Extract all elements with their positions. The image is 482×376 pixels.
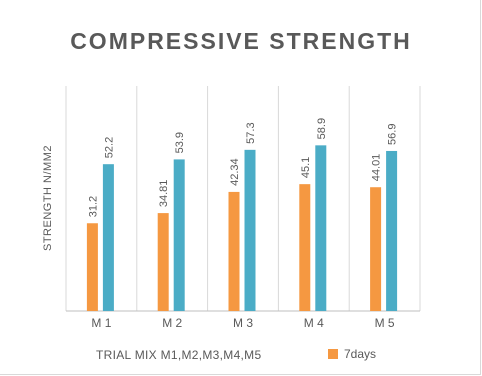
x-tick-label: M 1 [91, 316, 111, 330]
bar-series2 [315, 145, 327, 311]
data-label: 53.9 [174, 132, 186, 153]
data-label: 57.3 [245, 122, 257, 143]
x-tick-label: M 3 [233, 316, 253, 330]
legend-label-7days: 7days [344, 347, 377, 361]
legend: 7days [328, 347, 376, 361]
data-label: 34.81 [158, 180, 170, 208]
data-label: 58.9 [316, 118, 328, 139]
data-label: 56.9 [387, 124, 399, 145]
legend-swatch-7days [328, 349, 338, 359]
data-label: 31.2 [87, 196, 99, 217]
bar-series2 [386, 150, 398, 311]
chart-title: COMPRESSIVE STRENGTH [70, 28, 412, 54]
x-tick-label: M 2 [162, 316, 182, 330]
x-tick-label: M 4 [304, 316, 324, 330]
bar-series1 [157, 213, 169, 311]
data-label: 42.34 [229, 158, 241, 186]
bar-series1 [299, 184, 311, 311]
x-axis-label: TRIAL MIX M1,M2,M3,M4,M5 [96, 348, 262, 362]
data-label: 45.1 [300, 157, 312, 178]
x-tick-label: M 5 [375, 316, 395, 330]
bar-series2 [102, 164, 114, 311]
bar-series1 [370, 187, 382, 311]
bar-series1 [86, 223, 98, 311]
data-label: 52.2 [103, 137, 115, 158]
bar-series2 [173, 159, 185, 311]
bar-series1 [228, 191, 240, 311]
data-label: 44.01 [371, 154, 383, 182]
bar-series2 [244, 149, 256, 311]
